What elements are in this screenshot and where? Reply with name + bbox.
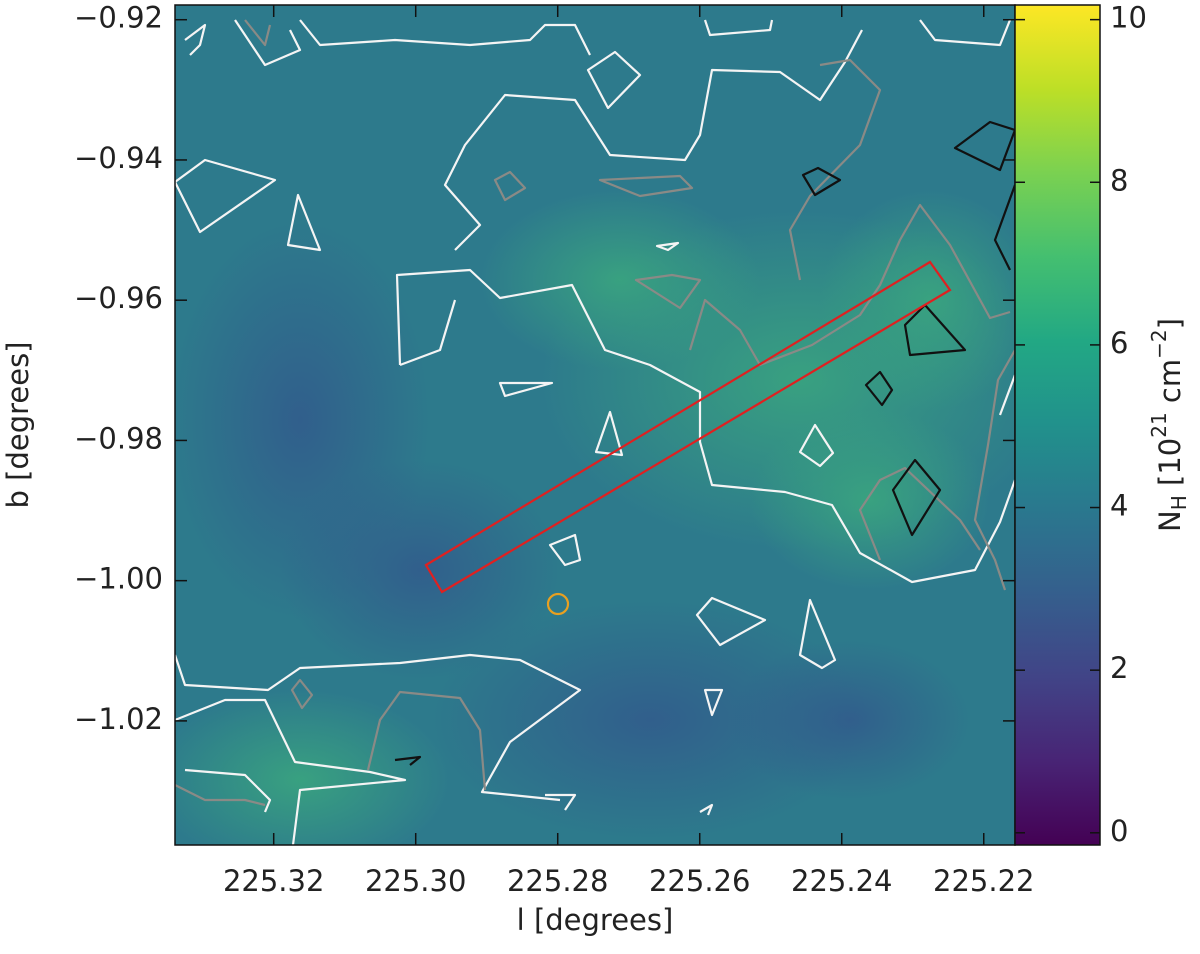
column-density-map	[175, 5, 1015, 845]
y-tick-label: −0.94	[74, 141, 163, 175]
x-tick-label: 225.24	[791, 864, 892, 898]
y-axis-label: b [degrees]	[1, 342, 35, 509]
colorbar-label-part: cm	[1153, 359, 1187, 412]
slit-region	[424, 260, 952, 594]
colorbar	[1014, 4, 1101, 846]
x-tick-label: 225.28	[507, 864, 608, 898]
colorbar-tick-label: 10	[1110, 1, 1147, 35]
x-tick-label: 225.26	[649, 864, 750, 898]
colorbar-label-part: ]	[1153, 318, 1187, 329]
colorbar-label-part: N	[1153, 510, 1187, 532]
contours	[175, 19, 1015, 845]
colorbar-tick-label: 8	[1110, 163, 1128, 197]
x-tick-label: 225.22	[933, 864, 1034, 898]
colorbar-label-part: 21	[1147, 412, 1171, 437]
colorbar-tick-label: 2	[1110, 651, 1128, 685]
colorbar-label-part: −2	[1147, 329, 1171, 358]
colorbar-label: NH [1021 cm−2]	[1147, 318, 1191, 532]
colorbar-label-part: H	[1167, 495, 1191, 510]
y-tick-label: −0.98	[74, 421, 163, 455]
colorbar-tick-label: 4	[1110, 489, 1128, 523]
y-tick-label: −1.00	[74, 562, 163, 596]
target-marker	[546, 592, 570, 616]
y-tick-label: −0.96	[74, 281, 163, 315]
y-tick-label: −1.02	[74, 702, 163, 736]
colorbar-label-part: [10	[1153, 438, 1187, 495]
x-axis-label: l [degrees]	[517, 903, 674, 937]
y-tick-label: −0.92	[74, 1, 163, 35]
colorbar-tick-label: 0	[1110, 814, 1128, 848]
x-tick-label: 225.32	[223, 864, 324, 898]
x-tick-label: 225.30	[365, 864, 466, 898]
colorbar-tick-label: 6	[1110, 326, 1128, 360]
